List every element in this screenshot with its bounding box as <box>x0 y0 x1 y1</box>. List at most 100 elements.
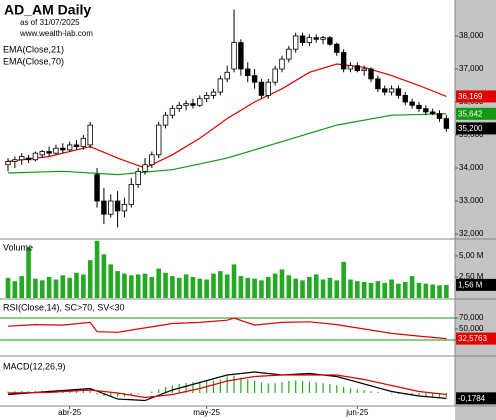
histogram-bar <box>137 393 139 395</box>
histogram-bar <box>397 393 400 395</box>
histogram-bar <box>171 385 173 393</box>
volume-bar <box>115 271 120 298</box>
histogram-bar <box>281 382 283 393</box>
histogram-bar <box>274 383 276 393</box>
histogram-bar <box>164 387 167 393</box>
histogram-bar <box>445 393 447 398</box>
volume-bar <box>382 282 388 298</box>
panel-title: Volume <box>3 242 33 252</box>
candle-body <box>101 200 107 215</box>
badge-box <box>456 122 496 135</box>
volume-bar <box>19 276 25 298</box>
volume-bar <box>437 285 442 298</box>
volume-bar <box>300 280 305 298</box>
volume-bar <box>272 273 278 298</box>
value-badge: 32,5763 <box>456 332 496 345</box>
volume-bar <box>396 283 401 298</box>
candle-body <box>279 58 285 70</box>
badge-box <box>456 278 496 291</box>
volume-bar <box>122 273 127 298</box>
candle-body <box>361 68 367 72</box>
candle-body <box>245 68 251 76</box>
candle-body <box>203 94 210 100</box>
volume-bar <box>327 277 333 298</box>
line <box>7 113 447 176</box>
candle-body <box>416 104 422 110</box>
histogram-bar <box>425 393 427 397</box>
candle-body <box>429 111 436 114</box>
candle-body <box>53 147 59 154</box>
candle-body <box>347 65 354 70</box>
badge-label: 36,169 <box>458 92 483 101</box>
candle-body <box>197 98 203 106</box>
volume-bar <box>26 247 31 298</box>
histogram-bar <box>21 390 23 393</box>
histogram-bar <box>199 381 201 393</box>
histogram-bar <box>253 381 256 393</box>
candle-body <box>320 37 326 40</box>
volume-bar <box>224 274 230 298</box>
badge-label: 32,5763 <box>458 334 487 343</box>
legend-entry: EMA(Close,21) <box>3 44 64 54</box>
histogram-bar <box>103 393 105 396</box>
candle-body <box>87 124 93 146</box>
histogram-bar <box>240 377 242 393</box>
volume-bar <box>67 277 72 298</box>
volume-bar <box>81 274 86 298</box>
volume-bar <box>279 269 285 298</box>
volume-bar <box>423 283 429 298</box>
y-tick-label: 70,000 <box>459 313 484 322</box>
volume-bar <box>444 284 449 298</box>
volume-bar <box>430 284 435 298</box>
histogram-bar <box>233 375 235 393</box>
candle-body <box>306 37 313 43</box>
volume-bar <box>12 281 18 298</box>
volume-bar <box>101 254 107 298</box>
volume-bar <box>87 260 93 298</box>
candle-body <box>224 71 230 80</box>
candle-body <box>60 147 66 151</box>
volume-bar <box>176 277 182 298</box>
histogram-bar <box>267 383 269 393</box>
candle-body <box>334 43 340 53</box>
histogram-bar <box>363 390 365 393</box>
volume-bar <box>74 272 79 298</box>
histogram-bar <box>7 391 9 393</box>
volume-bar <box>361 282 367 298</box>
candle-body <box>155 124 162 156</box>
histogram-bar <box>130 393 132 396</box>
histogram-bar <box>192 382 194 393</box>
candle-body <box>80 137 87 147</box>
volume-bar <box>286 275 292 298</box>
volume-bar <box>211 273 216 298</box>
value-badge: 36,169 <box>456 90 496 103</box>
volume-bar <box>348 279 353 298</box>
candle-body <box>183 103 189 106</box>
x-tick-label: abr-25 <box>58 408 82 417</box>
value-badge: 1,56 M <box>456 278 496 291</box>
candle-body <box>5 161 11 166</box>
histogram-bar <box>151 391 153 393</box>
volume-bar <box>375 281 381 298</box>
y-tick-label: 5,00 M <box>459 251 484 260</box>
histogram-bar <box>438 393 441 397</box>
volume-bar <box>259 280 264 298</box>
candle-body <box>375 78 381 90</box>
volume-bar <box>60 275 66 298</box>
histogram-bar <box>308 381 310 393</box>
badge-label: -0,1784 <box>458 394 486 403</box>
histogram-bar <box>14 391 16 393</box>
plot: 38,00037,00036,00035,00034,00033,00032,0… <box>0 9 496 417</box>
volume-bar <box>307 276 312 298</box>
volume-bar <box>142 273 148 298</box>
volume-bar <box>218 271 223 298</box>
badge-label: 35,642 <box>458 109 483 118</box>
histogram-bar <box>247 379 249 393</box>
candle-body <box>354 65 361 72</box>
histogram-bar <box>260 382 263 393</box>
candle-body <box>25 157 32 161</box>
y-tick-label: 34,000 <box>459 163 484 172</box>
volume-bar <box>183 274 189 298</box>
candle-body <box>292 35 299 50</box>
